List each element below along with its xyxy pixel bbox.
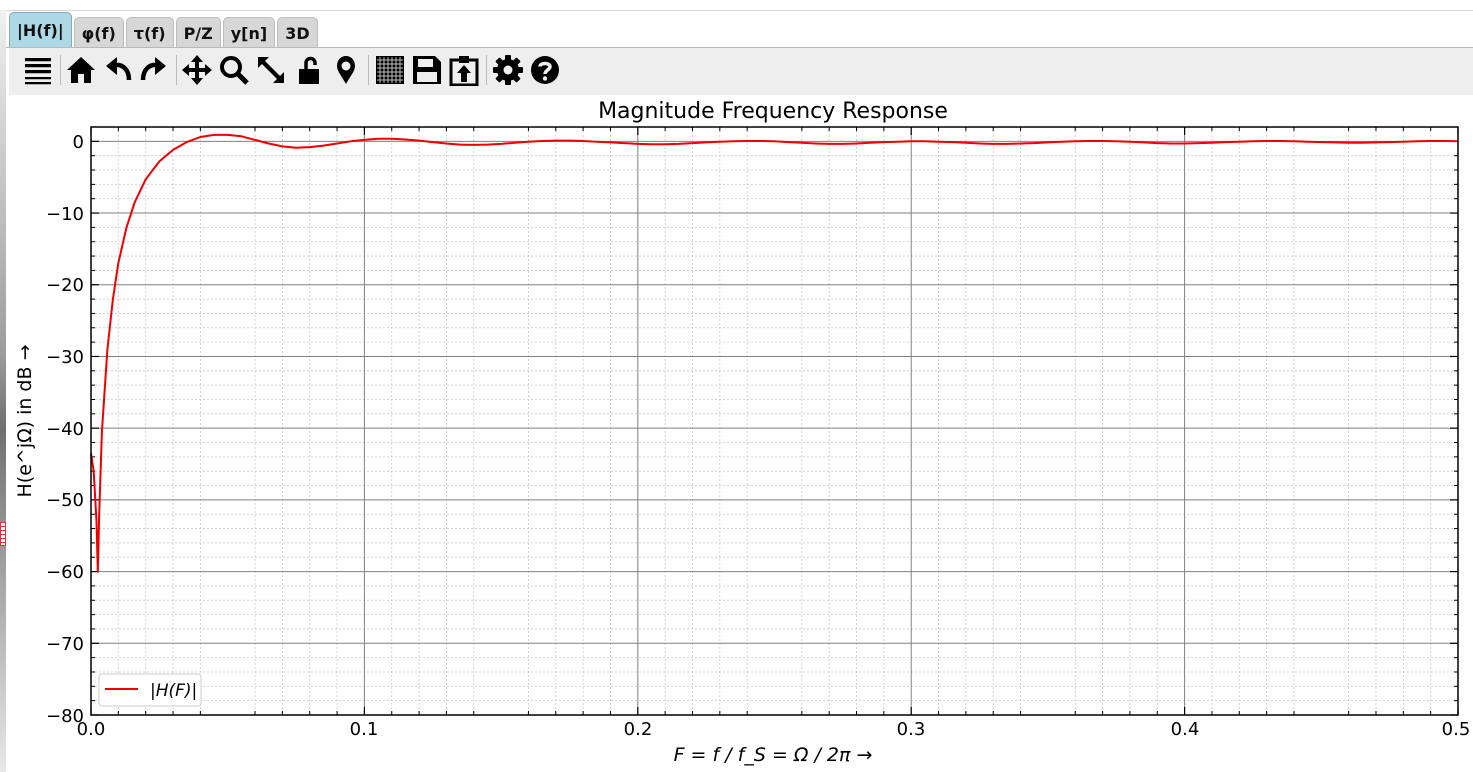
tab-pole-zero[interactable]: P/Z — [175, 17, 221, 48]
chart-title: Magnitude Frequency Response — [598, 99, 948, 124]
magnitude-trace — [90, 133, 1459, 573]
toolbar-separator — [486, 55, 487, 85]
settings-icon[interactable] — [491, 52, 525, 88]
pan-icon[interactable] — [180, 52, 214, 88]
y-tick-label: −80 — [46, 706, 84, 727]
splitter-handle[interactable] — [0, 522, 6, 546]
x-tick-label: 0.0 — [77, 719, 106, 740]
zoom-icon[interactable] — [217, 52, 251, 88]
tab-phase[interactable]: φ(f) — [73, 17, 124, 48]
tab-magnitude[interactable]: |H(f)| — [9, 12, 72, 48]
legend[interactable]: |H(F)| — [98, 673, 202, 707]
x-tick-label: 0.3 — [897, 719, 926, 740]
x-tick-label: 0.1 — [350, 719, 379, 740]
y-tick-label: −10 — [46, 204, 84, 225]
autoscale-icon[interactable] — [254, 52, 288, 88]
x-tick-label: 0.5 — [1442, 719, 1471, 740]
y-axis-label: H(e^jΩ) in dB → — [14, 345, 36, 498]
x-axis-label: F = f / f_S = Ω / 2π → — [674, 744, 873, 766]
help-icon[interactable] — [528, 52, 562, 88]
toolbar-separator — [368, 55, 369, 85]
tab-baseline — [6, 47, 1473, 48]
y-tick-label: −30 — [46, 347, 84, 368]
grid-icon[interactable] — [373, 52, 407, 88]
y-tick-label: 0 — [73, 132, 84, 153]
menu-icon[interactable] — [21, 52, 55, 88]
plot-toolbar — [9, 48, 1473, 95]
toolbar-separator — [176, 55, 177, 85]
undo-icon[interactable] — [101, 52, 135, 88]
y-tick-label: −40 — [46, 419, 84, 440]
save-icon[interactable] — [410, 52, 444, 88]
y-tick-label: −50 — [46, 490, 84, 511]
tab-3d[interactable]: 3D — [277, 17, 318, 48]
legend-label: |H(F)| — [150, 681, 197, 701]
tab-group-delay[interactable]: τ(f) — [125, 17, 174, 48]
y-tick-label: −20 — [46, 275, 84, 296]
axes-frame — [90, 126, 1459, 716]
home-icon[interactable] — [64, 52, 98, 88]
y-tick-label: −70 — [46, 634, 84, 655]
left-splitter[interactable] — [0, 10, 6, 772]
lock-icon[interactable] — [293, 52, 327, 88]
plot-tabbar: |H(f)| φ(f) τ(f) P/Z y[n] 3D — [9, 12, 320, 48]
redo-icon[interactable] — [137, 52, 171, 88]
marker-icon[interactable] — [329, 52, 363, 88]
minor-grid — [91, 127, 1458, 715]
clipboard-icon[interactable] — [447, 52, 481, 88]
tab-impulse-response[interactable]: y[n] — [222, 17, 276, 48]
x-tick-label: 0.2 — [624, 719, 653, 740]
toolbar-separator — [60, 55, 61, 85]
plot-area[interactable] — [91, 127, 1458, 715]
x-tick-label: 0.4 — [1171, 719, 1200, 740]
y-tick-label: −60 — [46, 562, 84, 583]
magnitude-plot[interactable]: Magnitude Frequency Response 0 −10 −20 −… — [0, 95, 1473, 772]
legend-box — [98, 673, 202, 707]
top-divider — [6, 10, 1473, 11]
